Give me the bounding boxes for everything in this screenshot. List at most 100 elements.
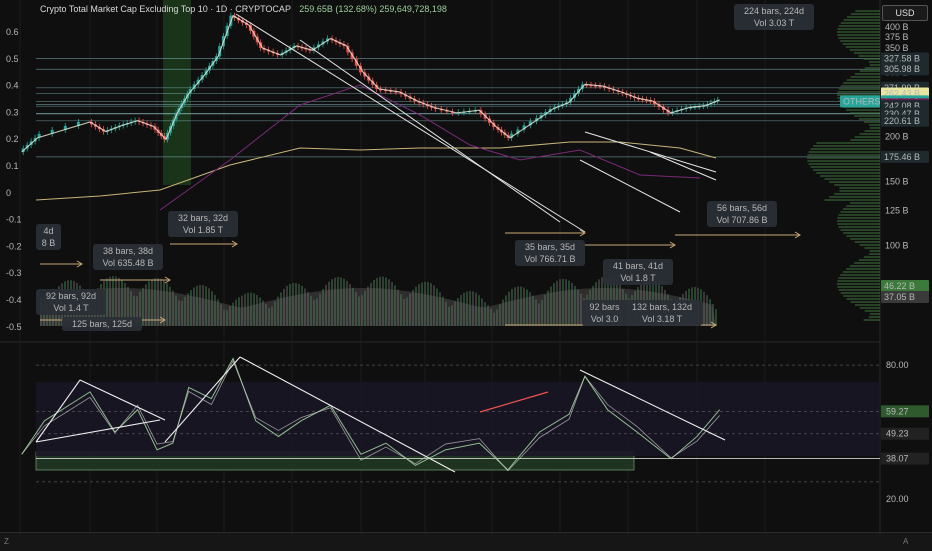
volume-profile-bar bbox=[863, 319, 880, 321]
volume-bar bbox=[577, 289, 579, 326]
volume-bar bbox=[550, 286, 552, 326]
price-level-label: 242.08 B bbox=[884, 101, 920, 111]
price-level-tag bbox=[881, 280, 929, 292]
volume-profile-bar bbox=[858, 55, 880, 57]
trend-line bbox=[649, 151, 717, 181]
volume-bar bbox=[223, 309, 225, 326]
volume-profile-bar bbox=[869, 250, 880, 252]
volume-bar bbox=[271, 306, 273, 326]
measure-annotation-box bbox=[93, 244, 163, 270]
volume-bar bbox=[151, 279, 153, 326]
volume-bar bbox=[382, 276, 384, 326]
timezone-icon[interactable]: Z bbox=[4, 537, 9, 546]
auto-scale-icon[interactable]: A bbox=[903, 537, 909, 546]
volume-bar bbox=[163, 280, 165, 326]
volume-profile-bar bbox=[859, 133, 880, 135]
volume-profile-bar bbox=[840, 22, 880, 24]
volume-bar bbox=[214, 295, 216, 326]
measure-annotation-bars: 224 bars, 224d bbox=[744, 6, 804, 16]
volume-profile-bar bbox=[850, 238, 880, 240]
candle-body bbox=[63, 125, 67, 130]
measure-annotation-vol: Vol 635.48 B bbox=[102, 258, 153, 268]
left-scale-tick: -0.5 bbox=[6, 322, 22, 332]
volume-profile-bar bbox=[864, 130, 880, 132]
measure-annotation-vol: Vol 1.8 T bbox=[620, 273, 656, 283]
measure-annotation-box bbox=[603, 259, 673, 285]
volume-bar bbox=[178, 300, 180, 326]
volume-profile-bar bbox=[868, 61, 880, 63]
osc-axis-tick: 20.00 bbox=[886, 494, 909, 504]
range-arrowhead bbox=[159, 316, 166, 324]
volume-profile-bar bbox=[853, 52, 880, 54]
volume-profile-bar bbox=[859, 70, 880, 72]
volume-bar bbox=[250, 292, 252, 326]
left-scale-tick: 0.5 bbox=[6, 54, 19, 64]
volume-bar bbox=[241, 295, 243, 326]
volume-bar bbox=[379, 276, 381, 326]
measure-annotation-vol: Vol 3.03 T bbox=[754, 18, 795, 28]
volume-bar bbox=[469, 290, 471, 326]
volume-profile-bar bbox=[854, 115, 880, 117]
price-axis-tick: 375 B bbox=[885, 32, 909, 42]
volume-bar bbox=[706, 295, 708, 326]
volume-bar bbox=[532, 295, 534, 326]
volume-bar bbox=[430, 283, 432, 326]
volume-bar bbox=[247, 292, 249, 326]
volume-profile-bar bbox=[850, 76, 880, 78]
volume-bar bbox=[496, 309, 498, 326]
volume-bar bbox=[424, 281, 426, 326]
volume-bar bbox=[280, 292, 282, 326]
volume-profile-bar bbox=[846, 235, 880, 237]
volume-bar bbox=[124, 283, 126, 326]
volume-bar bbox=[352, 287, 354, 326]
volume-profile-bar bbox=[837, 223, 880, 225]
volume-bar bbox=[505, 295, 507, 326]
price-level-label: 175.46 B bbox=[884, 152, 920, 162]
volume-bar bbox=[121, 280, 123, 326]
measure-annotation-box bbox=[168, 211, 238, 237]
volume-bar bbox=[427, 281, 429, 326]
volume-bar bbox=[292, 283, 294, 326]
left-scale-tick: 0.2 bbox=[6, 134, 19, 144]
price-axis-tick: 125 B bbox=[885, 205, 909, 215]
price-level-label: 305.98 B bbox=[884, 64, 920, 74]
volume-profile-bar bbox=[839, 190, 880, 192]
volume-profile-bar bbox=[837, 91, 880, 93]
volume-profile-bar bbox=[850, 139, 880, 141]
volume-profile-bar bbox=[849, 265, 880, 267]
volume-bar bbox=[265, 304, 267, 326]
symbol-tag-box bbox=[840, 95, 880, 108]
time-axis-bar[interactable] bbox=[0, 532, 932, 551]
volume-profile-bar bbox=[858, 259, 880, 261]
volume-profile-bar bbox=[820, 175, 880, 177]
volume-bar bbox=[367, 286, 369, 326]
measure-annotation-vol: Vol 1.85 T bbox=[183, 225, 224, 235]
volume-profile-bar bbox=[838, 25, 880, 27]
osc-level-label: 49.23 bbox=[886, 429, 909, 439]
volume-bar bbox=[130, 291, 132, 326]
osc-axis-tick: 80.00 bbox=[886, 360, 909, 370]
trend-line bbox=[299, 39, 561, 223]
volume-bar bbox=[235, 299, 237, 326]
volume-profile-bar bbox=[837, 34, 880, 36]
volume-bar bbox=[142, 287, 144, 326]
volume-profile-bar bbox=[864, 310, 880, 312]
currency-button[interactable]: USD bbox=[882, 5, 928, 21]
range-arrowhead bbox=[164, 276, 171, 284]
left-scale-tick: 0.1 bbox=[6, 161, 19, 171]
volume-bar bbox=[463, 292, 465, 326]
volume-bar bbox=[169, 286, 171, 326]
volume-bar bbox=[160, 278, 162, 326]
volume-profile-bar bbox=[829, 181, 880, 183]
left-scale-tick: -0.1 bbox=[6, 215, 22, 225]
volume-profile-bar bbox=[859, 244, 880, 246]
volume-profile-bar bbox=[816, 172, 880, 174]
trend-line bbox=[235, 13, 586, 233]
volume-bar bbox=[376, 277, 378, 326]
volume-profile-bar bbox=[807, 157, 880, 159]
volume-bar bbox=[556, 280, 558, 326]
volume-bar bbox=[421, 282, 423, 326]
candle-body bbox=[37, 133, 41, 138]
volume-profile-bar bbox=[838, 214, 880, 216]
